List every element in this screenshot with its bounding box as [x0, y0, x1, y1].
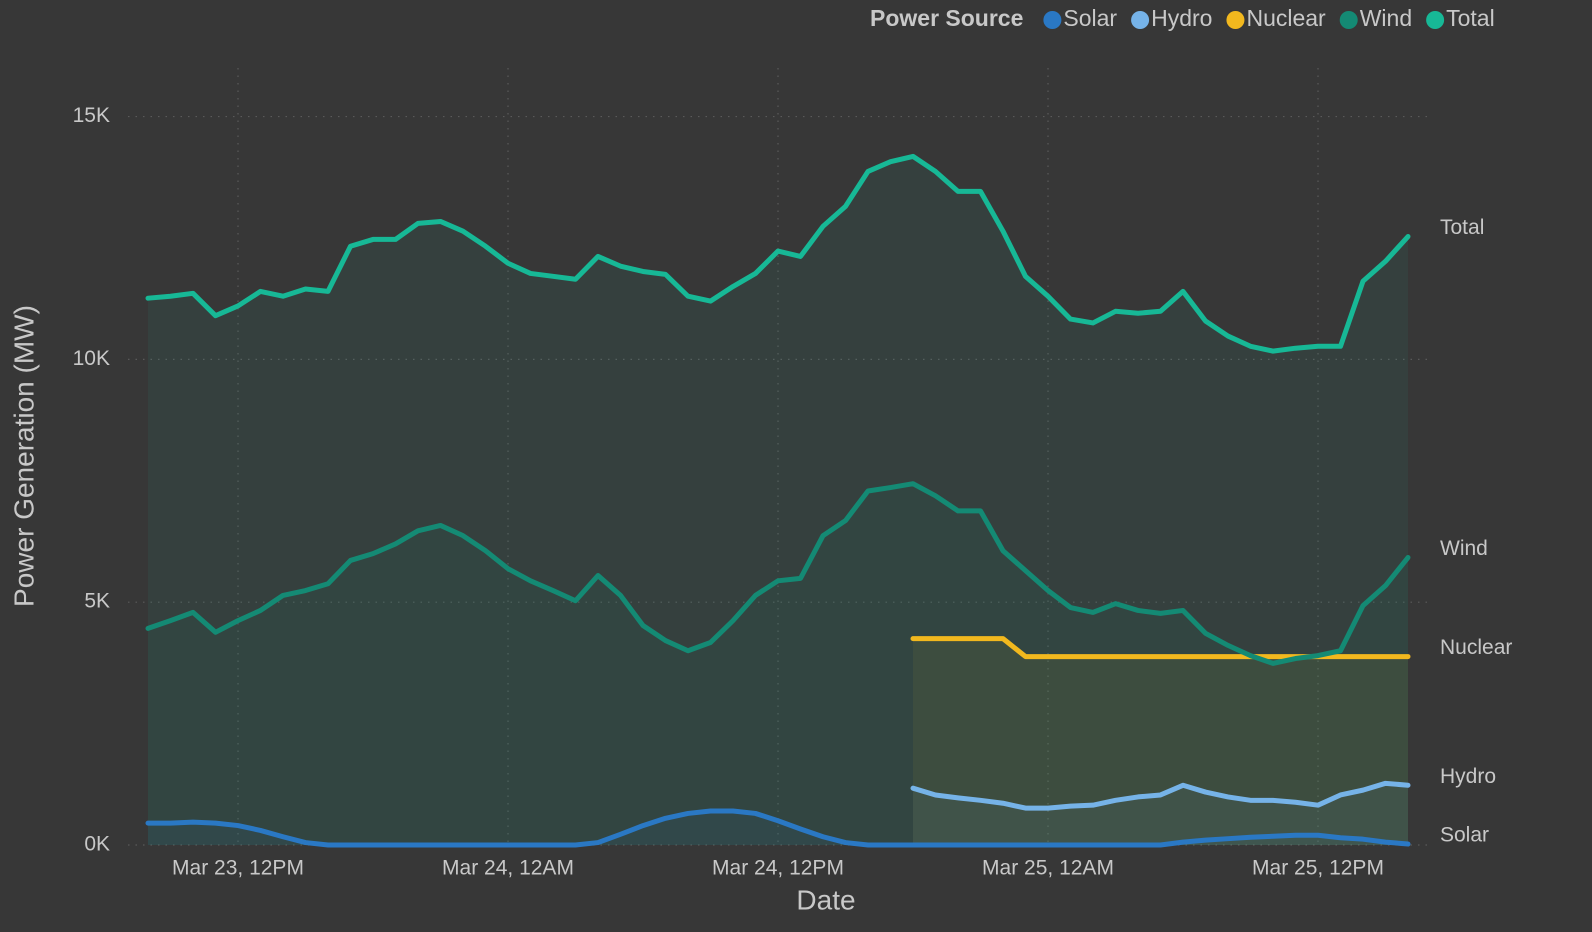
series-end-label: Nuclear [1440, 636, 1512, 659]
area [913, 783, 1408, 845]
y-tick-label: 5K [84, 590, 110, 613]
y-tick-label: 10K [73, 347, 110, 370]
series-line [145, 153, 1411, 354]
y-tick-label: 15K [73, 104, 110, 127]
legend-label: Solar [1063, 5, 1117, 31]
y-tick-label: 0K [84, 833, 110, 856]
series-end-label: Solar [1440, 824, 1489, 847]
y-axis-title: Power Generation (MW) [8, 305, 39, 607]
series-line [910, 636, 1411, 660]
x-axis-title: Date [796, 884, 855, 915]
area [148, 811, 1408, 845]
x-tick-label: Mar 23, 12PM [172, 857, 304, 880]
x-tick-label: Mar 25, 12AM [982, 857, 1114, 880]
x-tick-label: Mar 25, 12PM [1252, 857, 1384, 880]
legend-marker [1339, 11, 1358, 29]
series-line [145, 481, 1411, 666]
legend-label: Wind [1360, 5, 1412, 31]
series-end-label: Hydro [1440, 765, 1496, 788]
legend-label: Hydro [1151, 5, 1212, 31]
area [148, 156, 1408, 846]
area [913, 638, 1408, 845]
legend-title: Power Source [870, 5, 1023, 31]
series-end-label: Wind [1440, 537, 1488, 560]
series-end-label: Total [1440, 216, 1484, 239]
x-tick-label: Mar 24, 12AM [442, 857, 574, 880]
legend-marker [1131, 11, 1150, 29]
legend-marker [1426, 11, 1445, 29]
legend-marker [1043, 11, 1062, 29]
legend-marker [1226, 11, 1245, 29]
series-line [910, 780, 1411, 811]
series-line [145, 808, 1411, 848]
area [148, 483, 1408, 845]
legend-label: Total [1446, 5, 1495, 31]
x-tick-label: Mar 24, 12PM [712, 857, 844, 880]
legend-label: Nuclear [1246, 5, 1326, 31]
